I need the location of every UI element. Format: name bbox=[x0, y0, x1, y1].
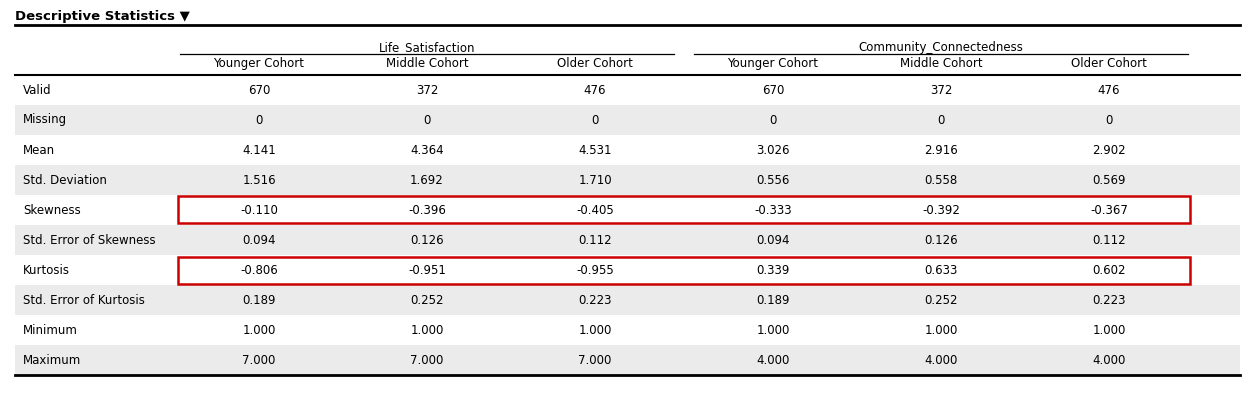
Text: 0.189: 0.189 bbox=[757, 293, 789, 307]
Bar bbox=[178, 256, 1190, 283]
Text: 1.000: 1.000 bbox=[925, 324, 958, 337]
Text: 0.252: 0.252 bbox=[410, 293, 444, 307]
Text: 0: 0 bbox=[937, 113, 945, 127]
Text: Kurtosis: Kurtosis bbox=[23, 264, 70, 276]
Text: Descriptive Statistics ▼: Descriptive Statistics ▼ bbox=[15, 10, 190, 23]
Text: 476: 476 bbox=[584, 83, 606, 97]
Text: 0: 0 bbox=[255, 113, 262, 127]
Text: Missing: Missing bbox=[23, 113, 67, 127]
Text: -0.396: -0.396 bbox=[408, 203, 446, 217]
Text: 0.112: 0.112 bbox=[1092, 234, 1126, 247]
Text: 0: 0 bbox=[423, 113, 430, 127]
Text: Middle Cohort: Middle Cohort bbox=[385, 57, 468, 70]
Text: 476: 476 bbox=[1098, 83, 1121, 97]
Text: 1.710: 1.710 bbox=[579, 173, 612, 186]
Text: 0.558: 0.558 bbox=[925, 173, 958, 186]
Text: 7.000: 7.000 bbox=[579, 354, 611, 366]
Text: 2.902: 2.902 bbox=[1092, 144, 1126, 156]
Text: 1.000: 1.000 bbox=[242, 324, 276, 337]
Text: 0.556: 0.556 bbox=[757, 173, 789, 186]
Text: 0.223: 0.223 bbox=[1092, 293, 1126, 307]
Text: 0.633: 0.633 bbox=[925, 264, 958, 276]
Text: Younger Cohort: Younger Cohort bbox=[728, 57, 818, 70]
Text: -0.392: -0.392 bbox=[922, 203, 960, 217]
Text: 0.126: 0.126 bbox=[924, 234, 958, 247]
Text: Skewness: Skewness bbox=[23, 203, 80, 217]
Text: 4.000: 4.000 bbox=[925, 354, 958, 366]
Text: 1.000: 1.000 bbox=[1092, 324, 1126, 337]
Text: 4.000: 4.000 bbox=[757, 354, 789, 366]
Text: 7.000: 7.000 bbox=[410, 354, 444, 366]
Text: Middle Cohort: Middle Cohort bbox=[900, 57, 983, 70]
Text: 0.569: 0.569 bbox=[1092, 173, 1126, 186]
Text: 0: 0 bbox=[769, 113, 777, 127]
Text: 4.364: 4.364 bbox=[410, 144, 444, 156]
Bar bbox=[178, 196, 1190, 224]
Text: 0.094: 0.094 bbox=[757, 234, 789, 247]
Text: 7.000: 7.000 bbox=[242, 354, 276, 366]
Text: Std. Error of Kurtosis: Std. Error of Kurtosis bbox=[23, 293, 144, 307]
Text: 0: 0 bbox=[591, 113, 599, 127]
Text: Maximum: Maximum bbox=[23, 354, 82, 366]
Text: -0.367: -0.367 bbox=[1091, 203, 1128, 217]
Text: 670: 670 bbox=[762, 83, 784, 97]
Text: -0.405: -0.405 bbox=[576, 203, 614, 217]
Text: 1.692: 1.692 bbox=[410, 173, 444, 186]
Text: Minimum: Minimum bbox=[23, 324, 78, 337]
Text: Valid: Valid bbox=[23, 83, 51, 97]
Text: 0: 0 bbox=[1106, 113, 1113, 127]
Text: 1.000: 1.000 bbox=[579, 324, 611, 337]
Text: 372: 372 bbox=[415, 83, 438, 97]
Text: Younger Cohort: Younger Cohort bbox=[213, 57, 305, 70]
Text: 0.094: 0.094 bbox=[242, 234, 276, 247]
Text: 2.916: 2.916 bbox=[924, 144, 958, 156]
Text: -0.333: -0.333 bbox=[754, 203, 792, 217]
Text: Older Cohort: Older Cohort bbox=[557, 57, 633, 70]
Text: -0.110: -0.110 bbox=[240, 203, 277, 217]
Text: 0.223: 0.223 bbox=[579, 293, 611, 307]
Text: -0.955: -0.955 bbox=[576, 264, 614, 276]
Text: 0.126: 0.126 bbox=[410, 234, 444, 247]
Text: Std. Error of Skewness: Std. Error of Skewness bbox=[23, 234, 156, 247]
Text: 670: 670 bbox=[247, 83, 270, 97]
Text: 4.531: 4.531 bbox=[579, 144, 611, 156]
Text: Community_Connectedness: Community_Connectedness bbox=[858, 41, 1023, 54]
Text: 1.000: 1.000 bbox=[410, 324, 444, 337]
Text: Older Cohort: Older Cohort bbox=[1071, 57, 1147, 70]
Text: 0.252: 0.252 bbox=[924, 293, 958, 307]
Text: 3.026: 3.026 bbox=[757, 144, 789, 156]
Text: Life_Satisfaction: Life_Satisfaction bbox=[379, 41, 476, 54]
Bar bbox=[15, 165, 1240, 195]
Text: 0.602: 0.602 bbox=[1092, 264, 1126, 276]
Text: 0.112: 0.112 bbox=[579, 234, 612, 247]
Text: 1.000: 1.000 bbox=[757, 324, 789, 337]
Bar bbox=[15, 285, 1240, 315]
Text: 4.141: 4.141 bbox=[242, 144, 276, 156]
Text: 372: 372 bbox=[930, 83, 953, 97]
Text: 1.516: 1.516 bbox=[242, 173, 276, 186]
Bar bbox=[15, 105, 1240, 135]
Text: Std. Deviation: Std. Deviation bbox=[23, 173, 107, 186]
Text: Mean: Mean bbox=[23, 144, 55, 156]
Text: -0.806: -0.806 bbox=[240, 264, 277, 276]
Text: -0.951: -0.951 bbox=[408, 264, 446, 276]
Text: 0.339: 0.339 bbox=[757, 264, 789, 276]
Text: 4.000: 4.000 bbox=[1092, 354, 1126, 366]
Text: 0.189: 0.189 bbox=[242, 293, 276, 307]
Bar bbox=[15, 225, 1240, 255]
Bar bbox=[15, 345, 1240, 375]
